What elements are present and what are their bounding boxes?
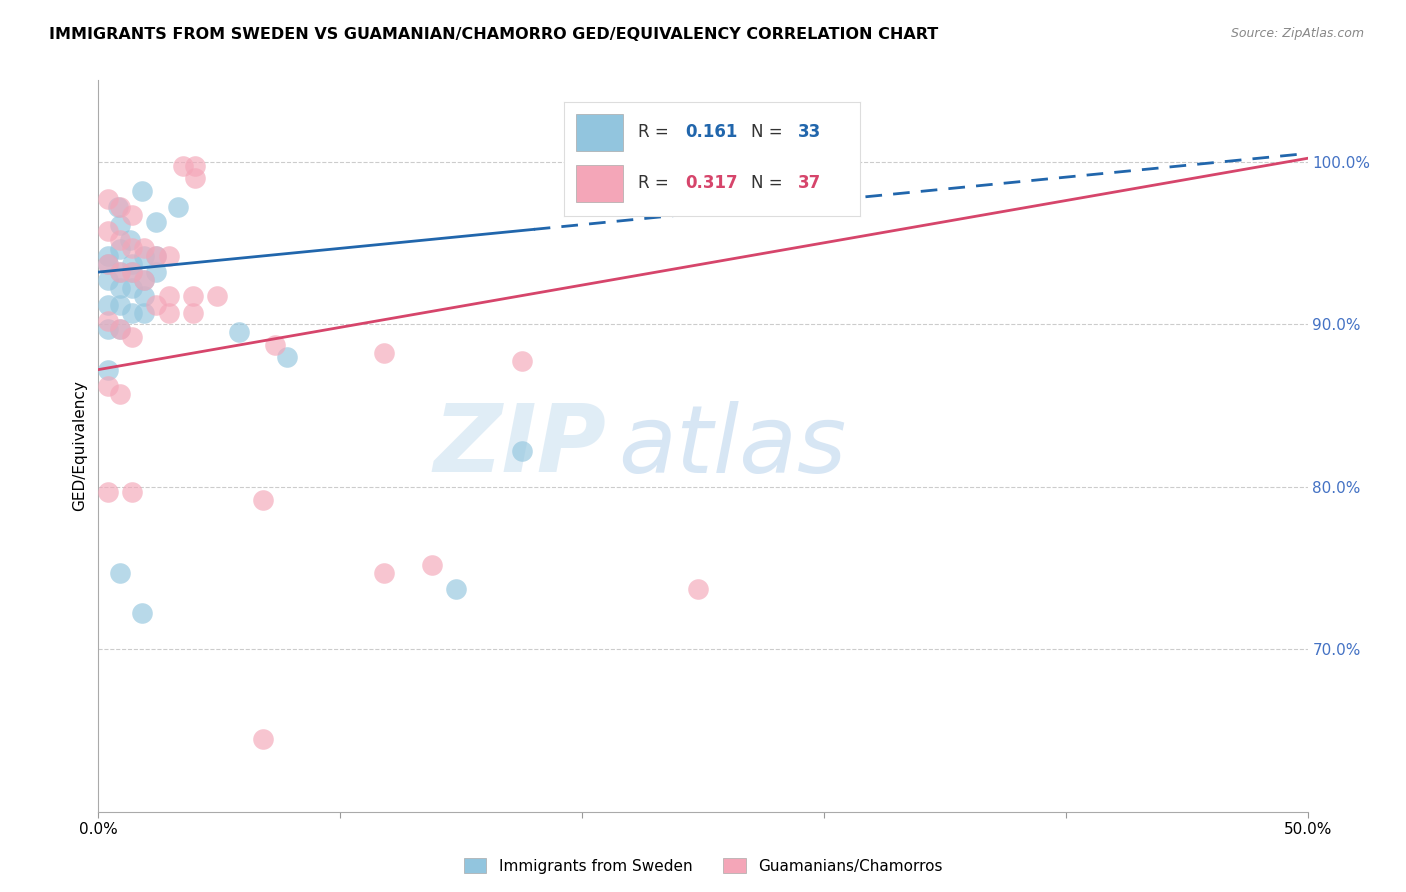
Point: [373, 566, 395, 580]
Point: [134, 241, 156, 255]
Point: [276, 350, 298, 364]
Point: [172, 160, 194, 174]
Point: [181, 306, 204, 320]
Point: [264, 338, 287, 352]
Point: [108, 265, 131, 279]
Point: [121, 241, 143, 255]
Point: [97, 192, 120, 206]
Point: [108, 218, 131, 232]
Point: [108, 387, 131, 401]
Point: [157, 289, 180, 303]
Point: [121, 265, 143, 279]
Point: [108, 297, 131, 311]
Point: [157, 249, 180, 263]
Point: [510, 443, 533, 458]
Point: [510, 354, 533, 368]
Point: [167, 200, 190, 214]
Point: [420, 558, 443, 572]
Point: [97, 249, 120, 263]
Legend: Immigrants from Sweden, Guamanians/Chamorros: Immigrants from Sweden, Guamanians/Chamo…: [457, 852, 949, 880]
Point: [118, 233, 141, 247]
Point: [145, 297, 167, 311]
Point: [97, 257, 120, 271]
Point: [97, 362, 120, 376]
Point: [121, 330, 143, 344]
Point: [97, 273, 120, 287]
Point: [97, 322, 120, 336]
Point: [108, 233, 131, 247]
Point: [446, 582, 468, 596]
Y-axis label: GED/Equivalency: GED/Equivalency: [72, 381, 87, 511]
Point: [107, 200, 129, 214]
Point: [145, 249, 167, 263]
Point: [181, 289, 204, 303]
Text: ZIP: ZIP: [433, 400, 606, 492]
Point: [121, 257, 143, 271]
Point: [108, 322, 131, 336]
Point: [252, 731, 274, 746]
Point: [121, 306, 143, 320]
Point: [205, 289, 228, 303]
Point: [134, 273, 156, 287]
Point: [252, 492, 274, 507]
Point: [97, 314, 120, 328]
Point: [97, 379, 120, 393]
Point: [108, 200, 131, 214]
Point: [121, 265, 143, 279]
Point: [108, 243, 131, 257]
Point: [228, 325, 250, 339]
Point: [108, 281, 131, 295]
Point: [184, 160, 207, 174]
Point: [373, 346, 395, 360]
Point: [108, 566, 131, 580]
Point: [157, 306, 180, 320]
Point: [134, 273, 156, 287]
Point: [134, 249, 156, 263]
Point: [121, 208, 143, 222]
Point: [97, 297, 120, 311]
Point: [145, 249, 167, 263]
Point: [134, 289, 156, 303]
Point: [121, 281, 143, 295]
Point: [145, 265, 167, 279]
Point: [97, 484, 120, 499]
Text: IMMIGRANTS FROM SWEDEN VS GUAMANIAN/CHAMORRO GED/EQUIVALENCY CORRELATION CHART: IMMIGRANTS FROM SWEDEN VS GUAMANIAN/CHAM…: [49, 27, 938, 42]
Point: [108, 265, 131, 279]
Point: [97, 257, 120, 271]
Point: [108, 322, 131, 336]
Point: [97, 224, 120, 238]
Point: [145, 215, 167, 229]
Point: [688, 582, 710, 596]
Point: [184, 170, 207, 185]
Point: [131, 184, 153, 198]
Point: [131, 607, 153, 621]
Point: [121, 484, 143, 499]
Point: [134, 306, 156, 320]
Text: Source: ZipAtlas.com: Source: ZipAtlas.com: [1230, 27, 1364, 40]
Text: atlas: atlas: [619, 401, 846, 491]
